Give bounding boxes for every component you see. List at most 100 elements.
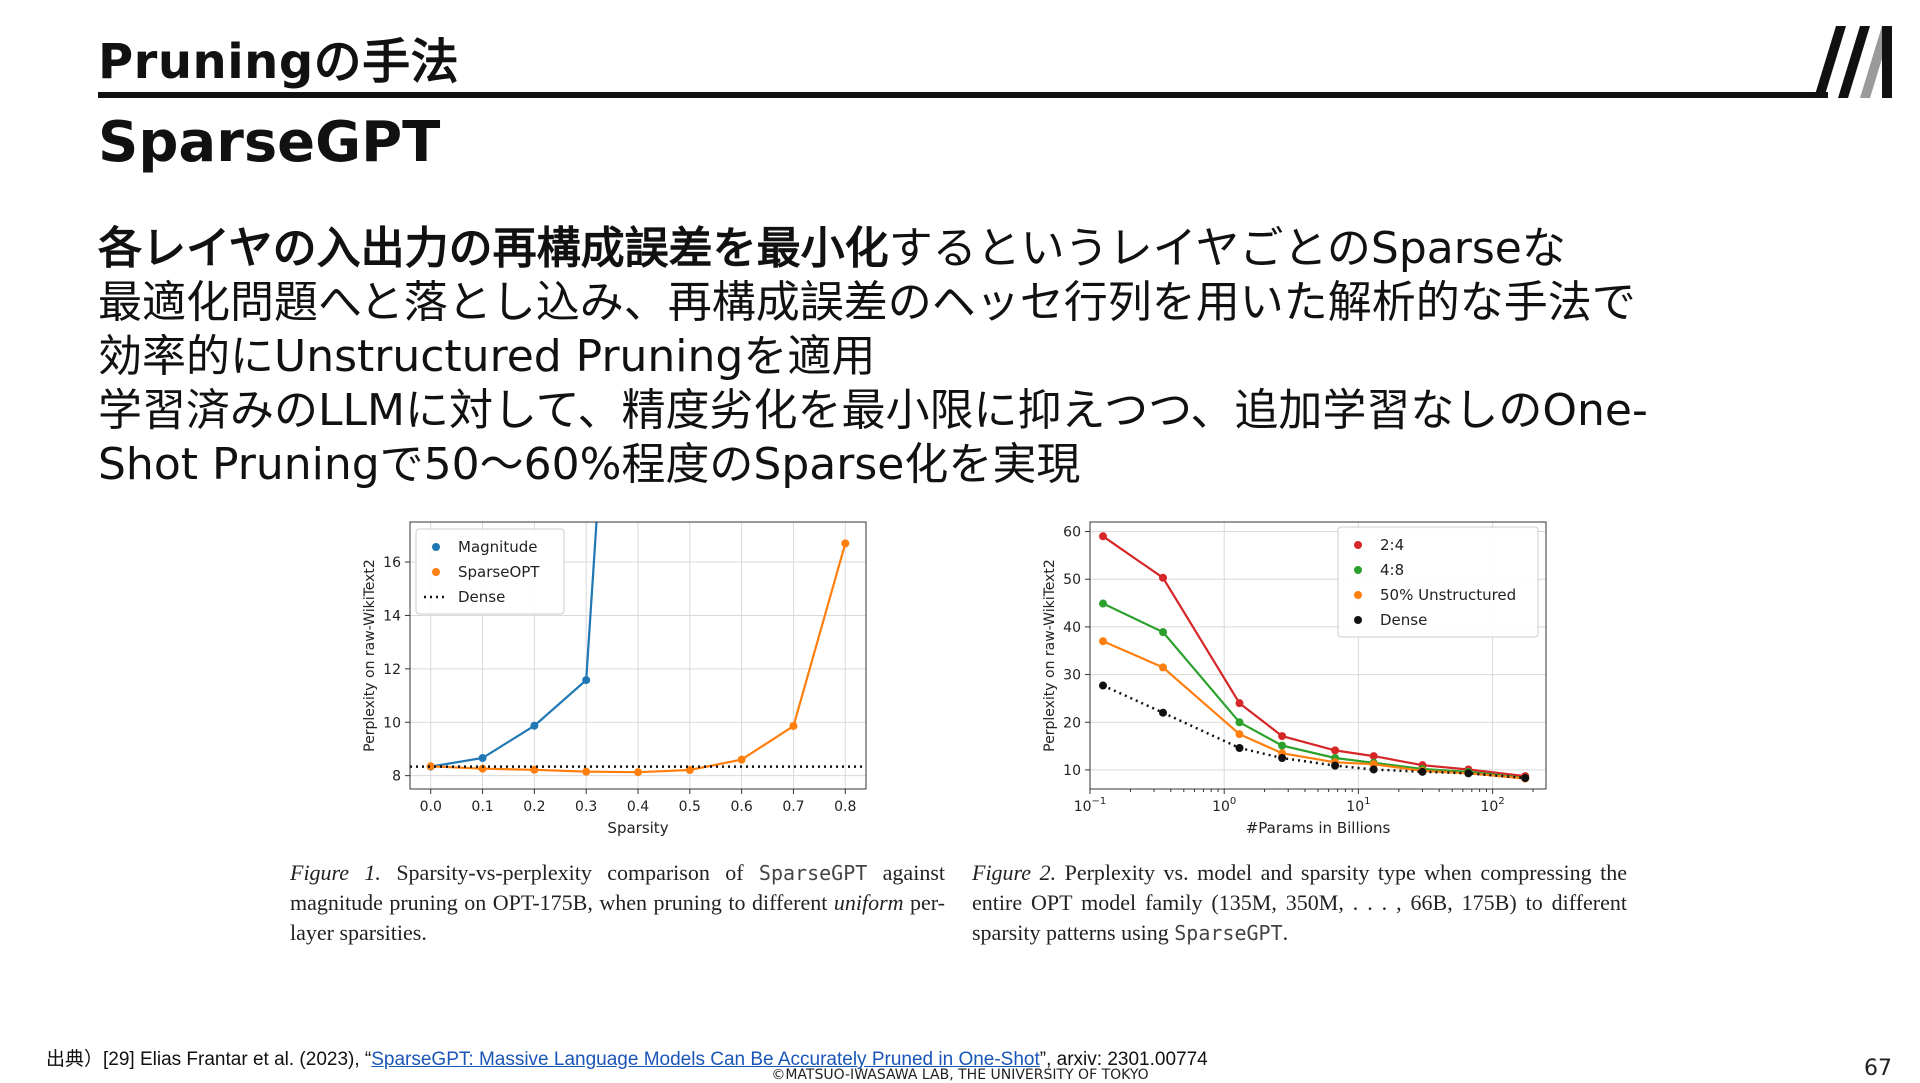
legend-label: SparseOPT [458,563,540,581]
series-line-50-unstructured [1102,640,1526,780]
y-tick-label: 14 [383,608,401,624]
data-point [1278,732,1287,741]
x-tick-label: 0.1 [471,799,493,815]
legend-label: 50% Unstructured [1380,586,1516,604]
x-tick-label: 101 [1346,796,1370,815]
chart-params-perplexity: 10−1 100 101 102 10 20 30 40 50 60 #Params in Bill… [1038,517,1558,847]
y-tick-label: 10 [383,715,401,731]
x-axis-label: #Params in Billions [1246,819,1391,837]
data-point [789,721,798,730]
body-emphasis: 各レイヤの入出力の再構成誤差を最小化 [98,223,889,274]
caption-text: Perplexity vs. model and sparsity type w… [972,860,1627,945]
data-point [1235,718,1244,727]
x-tick-label: 102 [1480,796,1504,815]
y-axis-label: Perplexity on raw-WikiText2 [362,559,378,752]
y-tick-label: 20 [1063,715,1081,731]
data-point [1331,761,1340,770]
legend-label: Dense [458,588,505,606]
data-point [1099,532,1108,541]
legend-label: Dense [1380,611,1427,629]
data-point [1235,743,1244,752]
body-line: 最適化問題へと落とし込み、再構成誤差のヘッセ行列を用いた解析的な手法で [98,277,1636,328]
legend-marker [1354,541,1362,549]
data-point [737,755,746,764]
y-tick-label: 16 [383,555,401,571]
y-tick-label: 30 [1063,668,1081,684]
x-tick-label: 0.8 [834,799,856,815]
x-tick-label: 0.5 [679,799,701,815]
y-tick-label: 50 [1063,572,1081,588]
data-point [582,767,591,776]
source-citation: 出典）[29] Elias Frantar et al. (2023), “Sp… [46,1044,1208,1071]
body-text: 各レイヤの入出力の再構成誤差を最小化するというレイヤごとのSparseな 最適化… [98,222,1858,492]
y-tick-label: 40 [1063,620,1081,636]
data-point [1099,599,1108,608]
data-point [1369,752,1378,761]
figure-label: Figure 1. [290,860,381,885]
data-point [685,766,694,775]
body-line: 効率的にUnstructured Pruningを適用 [98,331,876,382]
y-tick-label: 10 [1063,763,1081,779]
paper-link[interactable]: SparseGPT: Massive Language Models Can B… [371,1049,1040,1070]
legend-label: 4:8 [1380,561,1404,579]
data-point [1099,637,1108,646]
legend-box [1337,526,1539,638]
legend-marker [1354,616,1362,624]
caption-code: SparseGPT [758,861,868,885]
legend-marker [1354,591,1362,599]
y-tick-label: 12 [383,662,401,678]
data-point [634,768,642,777]
data-point [1159,573,1168,582]
data-point [1278,741,1287,750]
legend-label: 2:4 [1380,536,1404,554]
data-point [582,676,591,685]
title-divider [98,92,1828,98]
legend-label: Magnitude [458,538,537,556]
legend-box [415,528,565,615]
caption-emphasis: uniform [833,890,904,915]
x-tick-label: 100 [1212,796,1236,815]
caption-code: SparseGPT [1174,921,1283,945]
copyright-notice: ©MATSUO-IWASAWA LAB, THE UNIVERSITY OF T… [771,1067,1149,1083]
y-axis-label: Perplexity on raw-WikiText2 [1042,559,1058,752]
data-point [1159,628,1168,637]
data-point [1159,663,1168,672]
page-number: 67 [1864,1056,1892,1081]
plot-frame [1089,521,1547,790]
caption-text: against magnitude pruning on OPT-175B, w… [290,860,945,915]
legend-marker [432,568,440,576]
data-point [1369,765,1378,774]
x-tick-label: 0.4 [627,799,649,815]
data-point [1278,754,1287,763]
figure-1-caption: Figure 1. Sparsity-vs-perplexity compari… [290,858,945,948]
citation-prefix: 出典）[29] Elias Frantar et al. (2023), “ [46,1049,372,1070]
citation-suffix: ”, arxiv: 2301.00774 [1039,1049,1208,1070]
x-tick-label: 0.0 [420,799,442,815]
data-point [1521,774,1530,783]
section-subtitle: SparseGPT [98,110,441,175]
chart-sparsity-perplexity: 0.0 0.1 0.2 0.3 0.4 0.5 0.6 0.7 0.8 8 10 12 14 16 Spar… [358,517,878,847]
x-tick-label: 10−1 [1074,796,1107,815]
figure-2-caption: Figure 2. Perplexity vs. model and spars… [972,858,1627,948]
x-tick-label: 0.3 [575,799,597,815]
plot-frame [409,521,867,790]
data-point [478,764,487,773]
caption-text: per-layer sparsities. [290,890,946,945]
legend-marker [1354,566,1362,574]
data-point [1099,681,1108,690]
data-point [1159,708,1168,717]
data-point [1331,746,1340,755]
data-point [530,721,539,730]
lab-logo-icon [1814,26,1892,98]
data-point [1464,769,1473,778]
data-point [1235,699,1244,708]
body-line: 学習済みのLLMに対して、精度劣化を最小限に抑えつつ、追加学習なしのOne- [98,385,1648,436]
y-tick-label: 8 [392,769,401,785]
data-point [841,539,850,548]
plot-area [410,522,866,789]
data-point [1235,730,1244,739]
legend-marker [432,543,440,551]
series-line-dense [1102,684,1526,780]
data-point [426,762,435,771]
body-line: 各レイヤの入出力の再構成誤差を最小化するというレイヤごとのSparseな [98,222,1858,276]
